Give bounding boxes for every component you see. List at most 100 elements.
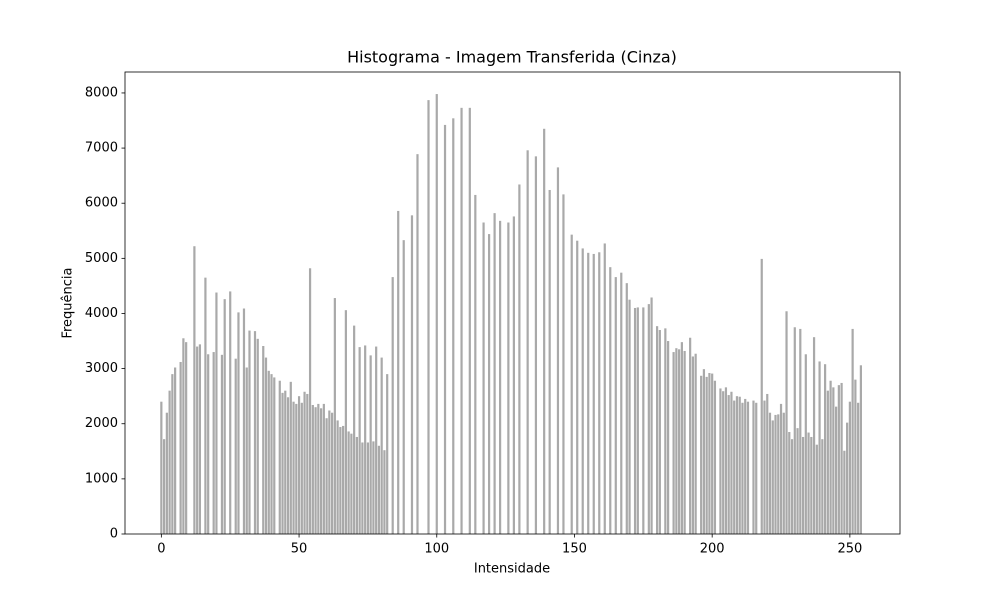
bar: [223, 299, 226, 534]
bar: [182, 338, 185, 534]
bar: [683, 350, 686, 534]
bar: [292, 401, 295, 534]
bar: [592, 253, 595, 535]
bar: [377, 445, 381, 534]
bar: [482, 222, 485, 534]
bar: [375, 346, 378, 534]
y-tick-label: 4000: [85, 306, 118, 321]
bar: [281, 392, 284, 534]
bar: [719, 388, 722, 534]
bar: [796, 428, 799, 534]
x-tick-label: 200: [700, 542, 725, 557]
bar: [284, 390, 287, 534]
bar: [766, 393, 769, 534]
bar: [353, 325, 356, 534]
bar: [851, 328, 854, 534]
bar: [273, 377, 276, 534]
bar: [278, 380, 281, 534]
bar: [790, 439, 794, 534]
bar: [799, 328, 802, 534]
bar: [174, 367, 177, 534]
bar: [264, 357, 268, 534]
bar: [328, 410, 331, 534]
bar: [270, 374, 273, 534]
bar: [774, 414, 777, 534]
bar: [534, 156, 538, 534]
bar: [603, 243, 606, 534]
bar: [212, 352, 215, 534]
bar: [507, 222, 510, 534]
x-tick-label: 150: [562, 542, 587, 557]
y-axis-label: Frequência: [61, 267, 76, 338]
bar: [763, 400, 766, 534]
bar: [499, 220, 502, 534]
y-tick-label: 3000: [85, 361, 118, 376]
bar: [735, 396, 739, 534]
bar: [397, 210, 400, 534]
bar: [204, 277, 207, 534]
bar: [229, 291, 232, 534]
bar: [771, 420, 774, 534]
bar: [702, 369, 706, 534]
bar: [843, 450, 846, 534]
bar: [570, 234, 573, 534]
bar: [548, 189, 551, 535]
x-axis-label: Intensidade: [474, 562, 550, 577]
bar: [760, 258, 763, 534]
bar: [598, 252, 601, 534]
bar: [196, 346, 199, 534]
chart-title: Histograma - Imagem Transferida (Cinza): [347, 48, 677, 67]
bar: [543, 128, 546, 534]
bar: [854, 379, 857, 534]
bar: [179, 361, 182, 534]
bar: [650, 297, 653, 534]
bar: [755, 402, 758, 534]
bar: [319, 408, 323, 534]
bar: [452, 118, 455, 534]
bar: [300, 402, 303, 534]
bar: [746, 401, 750, 534]
bar: [358, 347, 361, 534]
bar: [383, 450, 386, 534]
x-tick-label: 0: [157, 542, 165, 557]
bar: [818, 361, 821, 534]
bar: [777, 414, 780, 534]
bar: [355, 436, 358, 534]
bar: [587, 252, 590, 534]
bar: [256, 338, 259, 534]
bar: [361, 442, 364, 534]
bar: [160, 401, 163, 534]
bar: [311, 404, 314, 534]
bar: [242, 308, 246, 534]
bar: [347, 431, 350, 534]
bar: [297, 396, 301, 534]
y-tick-label: 1000: [85, 471, 118, 486]
x-tick-label: 50: [291, 542, 308, 557]
bar: [512, 216, 515, 534]
bar: [680, 342, 683, 534]
bar: [821, 439, 824, 534]
bar: [694, 353, 697, 534]
bar: [793, 327, 796, 534]
bar: [724, 387, 728, 534]
bar: [655, 326, 659, 534]
bar: [248, 330, 251, 534]
bar: [658, 330, 661, 534]
bar: [267, 370, 270, 534]
bar: [493, 213, 496, 534]
bar: [785, 311, 788, 534]
bar: [391, 277, 394, 534]
bar: [741, 402, 744, 534]
bar: [325, 418, 328, 534]
bar: [562, 194, 565, 534]
bar: [837, 385, 840, 534]
bar: [427, 100, 430, 534]
bar: [207, 354, 210, 534]
bar: [317, 403, 320, 534]
bar: [691, 356, 694, 534]
bar: [620, 272, 623, 534]
bar: [336, 420, 339, 534]
bar: [832, 387, 835, 534]
bar: [165, 412, 168, 534]
bar: [386, 374, 389, 534]
